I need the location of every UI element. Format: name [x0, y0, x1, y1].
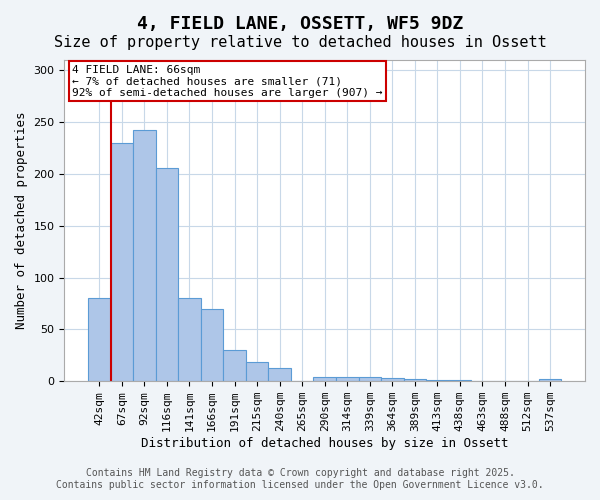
Bar — [268, 368, 291, 381]
X-axis label: Distribution of detached houses by size in Ossett: Distribution of detached houses by size … — [141, 437, 508, 450]
Bar — [223, 350, 246, 381]
Bar — [426, 380, 449, 381]
Bar — [313, 377, 336, 381]
Bar — [178, 298, 201, 381]
Text: Contains HM Land Registry data © Crown copyright and database right 2025.
Contai: Contains HM Land Registry data © Crown c… — [56, 468, 544, 490]
Y-axis label: Number of detached properties: Number of detached properties — [15, 112, 28, 330]
Bar — [449, 380, 471, 381]
Bar — [336, 377, 359, 381]
Bar — [88, 298, 110, 381]
Bar — [110, 143, 133, 381]
Bar — [539, 379, 562, 381]
Bar — [201, 308, 223, 381]
Text: 4, FIELD LANE, OSSETT, WF5 9DZ: 4, FIELD LANE, OSSETT, WF5 9DZ — [137, 15, 463, 33]
Text: Size of property relative to detached houses in Ossett: Size of property relative to detached ho… — [53, 35, 547, 50]
Bar — [359, 377, 381, 381]
Bar — [155, 168, 178, 381]
Bar — [404, 379, 426, 381]
Bar — [133, 130, 155, 381]
Bar — [381, 378, 404, 381]
Bar — [246, 362, 268, 381]
Text: 4 FIELD LANE: 66sqm
← 7% of detached houses are smaller (71)
92% of semi-detache: 4 FIELD LANE: 66sqm ← 7% of detached hou… — [72, 65, 383, 98]
